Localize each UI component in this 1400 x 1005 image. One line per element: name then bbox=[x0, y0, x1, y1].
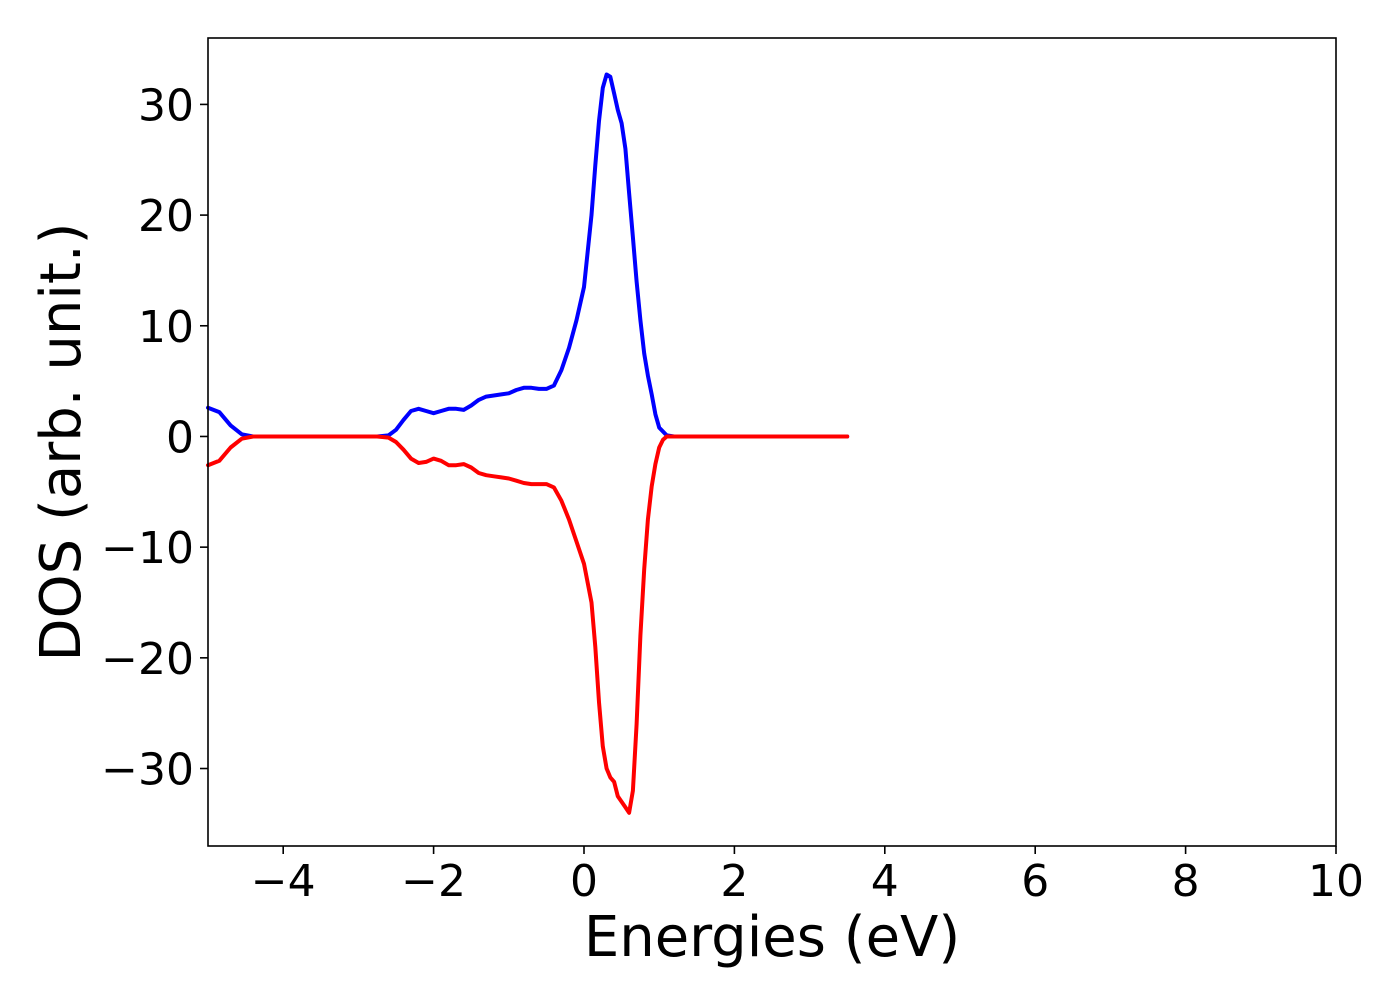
series-line-2 bbox=[206, 434, 850, 815]
y-tick-label: 20 bbox=[138, 191, 194, 242]
series-line-1 bbox=[206, 72, 850, 439]
x-tick-label: −2 bbox=[401, 856, 466, 907]
x-tick-label: −4 bbox=[251, 856, 316, 907]
x-tick-label: 8 bbox=[1172, 856, 1200, 907]
y-tick-label: −30 bbox=[101, 745, 194, 796]
y-axis-title: DOS (arb. unit.) bbox=[29, 222, 94, 661]
y-tick-label: 10 bbox=[138, 302, 194, 353]
x-tick-label: 4 bbox=[871, 856, 899, 907]
x-axis-title: Energies (eV) bbox=[584, 905, 960, 970]
y-tick-label: 30 bbox=[138, 80, 194, 131]
y-ticks: −30 −20 −10 0 10 20 30 bbox=[101, 80, 208, 796]
y-tick-label: −20 bbox=[101, 634, 194, 685]
y-tick-label: 0 bbox=[166, 412, 194, 463]
x-tick-label: 10 bbox=[1308, 856, 1364, 907]
x-ticks: −4 −2 0 2 4 6 8 10 bbox=[251, 846, 1364, 907]
x-tick-label: 2 bbox=[720, 856, 748, 907]
x-tick-label: 6 bbox=[1021, 856, 1049, 907]
x-tick-label: 0 bbox=[570, 856, 598, 907]
series-layer bbox=[206, 72, 850, 815]
y-tick-label: −10 bbox=[101, 523, 194, 574]
plot-frame bbox=[207, 37, 1337, 847]
